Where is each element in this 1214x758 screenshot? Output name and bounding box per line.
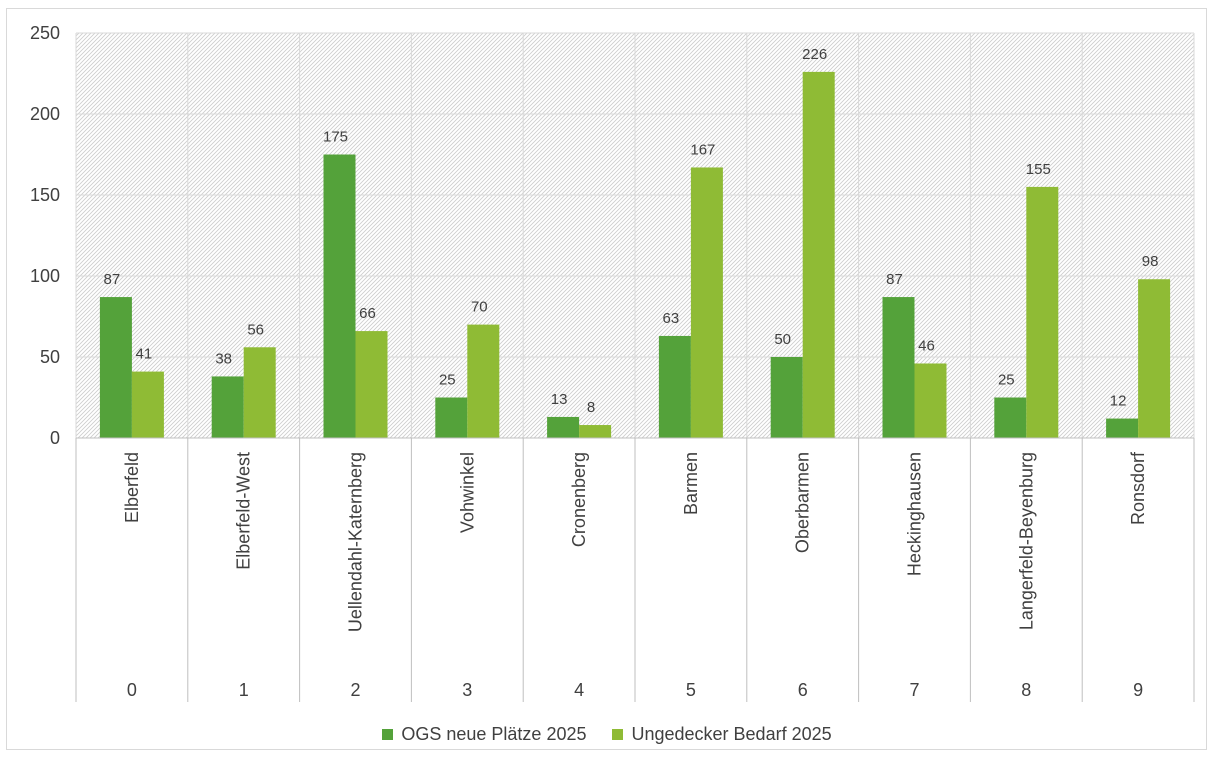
x-tick-label: Vohwinkel — [457, 452, 477, 533]
bar-ogs — [994, 397, 1027, 438]
y-tick-label: 50 — [40, 347, 60, 367]
x-index-label: 2 — [350, 680, 360, 700]
x-index-label: 0 — [127, 680, 137, 700]
data-label-bedarf: 8 — [587, 399, 595, 416]
x-tick-label: Elberfeld — [122, 452, 142, 523]
bar-ogs — [435, 397, 468, 438]
bar-ogs — [99, 297, 132, 438]
bar-ogs — [882, 297, 915, 438]
data-label-bedarf: 66 — [359, 305, 376, 322]
data-label-ogs: 63 — [663, 310, 680, 327]
bar-bedarf — [131, 371, 164, 438]
bar-bedarf — [1138, 279, 1171, 438]
data-label-ogs: 25 — [439, 372, 456, 389]
y-tick-label: 0 — [50, 428, 60, 448]
data-label-bedarf: 226 — [802, 46, 827, 63]
data-label-bedarf: 98 — [1142, 253, 1159, 270]
bar-ogs — [547, 416, 580, 438]
x-tick-label: Elberfeld-West — [234, 452, 254, 570]
data-label-ogs: 87 — [104, 271, 121, 288]
data-label-bedarf: 167 — [690, 141, 715, 158]
data-label-bedarf: 70 — [471, 299, 488, 316]
bar-bedarf — [802, 71, 835, 438]
data-label-ogs: 50 — [774, 331, 791, 348]
y-tick-label: 100 — [30, 266, 60, 286]
x-tick-label: Uellendahl-Katernberg — [346, 452, 366, 632]
data-label-ogs: 87 — [886, 271, 903, 288]
legend-swatch-bedarf — [612, 728, 624, 740]
bar-bedarf — [467, 324, 500, 438]
bar-bedarf — [914, 363, 947, 438]
x-tick-label: Oberbarmen — [793, 452, 813, 553]
x-tick-label: Barmen — [681, 452, 701, 515]
legend: OGS neue Plätze 2025 Ungedecker Bedarf 2… — [0, 722, 1214, 746]
data-label-ogs: 13 — [551, 391, 568, 408]
x-tick-label: Langerfeld-Beyenburg — [1016, 452, 1036, 630]
bar-bedarf — [243, 347, 276, 438]
x-index-label: 1 — [239, 680, 249, 700]
data-label-ogs: 175 — [323, 129, 348, 146]
x-index-label: 4 — [574, 680, 584, 700]
bar-bedarf — [579, 425, 612, 438]
x-index-label: 7 — [909, 680, 919, 700]
y-tick-label: 150 — [30, 185, 60, 205]
data-label-bedarf: 41 — [136, 346, 153, 363]
bar-ogs — [770, 357, 803, 438]
data-label-bedarf: 56 — [247, 321, 264, 338]
data-label-bedarf: 155 — [1026, 161, 1051, 178]
legend-label-bedarf: Ungedecker Bedarf 2025 — [631, 723, 832, 744]
chart-frame — [6, 8, 1207, 750]
legend-item-bedarf: Ungedecker Bedarf 2025 — [612, 723, 832, 745]
bar-ogs — [211, 376, 244, 438]
x-tick-label: Cronenberg — [569, 452, 589, 547]
data-label-ogs: 38 — [215, 350, 232, 367]
legend-swatch-ogs — [382, 728, 394, 740]
x-index-label: 9 — [1133, 680, 1143, 700]
data-label-ogs: 25 — [998, 372, 1015, 389]
data-label-ogs: 12 — [1110, 393, 1127, 410]
y-tick-label: 250 — [30, 23, 60, 43]
data-label-bedarf: 46 — [918, 337, 935, 354]
bar-ogs — [1106, 418, 1139, 438]
x-index-label: 6 — [798, 680, 808, 700]
legend-label-ogs: OGS neue Plätze 2025 — [401, 723, 587, 744]
bar-ogs — [658, 335, 691, 438]
x-index-label: 3 — [462, 680, 472, 700]
bar-bedarf — [690, 167, 723, 438]
x-index-label: 5 — [686, 680, 696, 700]
bar-bedarf — [355, 331, 388, 438]
bar-ogs — [323, 154, 356, 438]
legend-item-ogs: OGS neue Plätze 2025 — [382, 724, 586, 745]
x-tick-label: Ronsdorf — [1128, 451, 1148, 525]
x-index-label: 8 — [1021, 680, 1031, 700]
bar-bedarf — [1026, 186, 1059, 438]
y-tick-label: 200 — [30, 104, 60, 124]
x-tick-label: Heckinghausen — [905, 452, 925, 576]
